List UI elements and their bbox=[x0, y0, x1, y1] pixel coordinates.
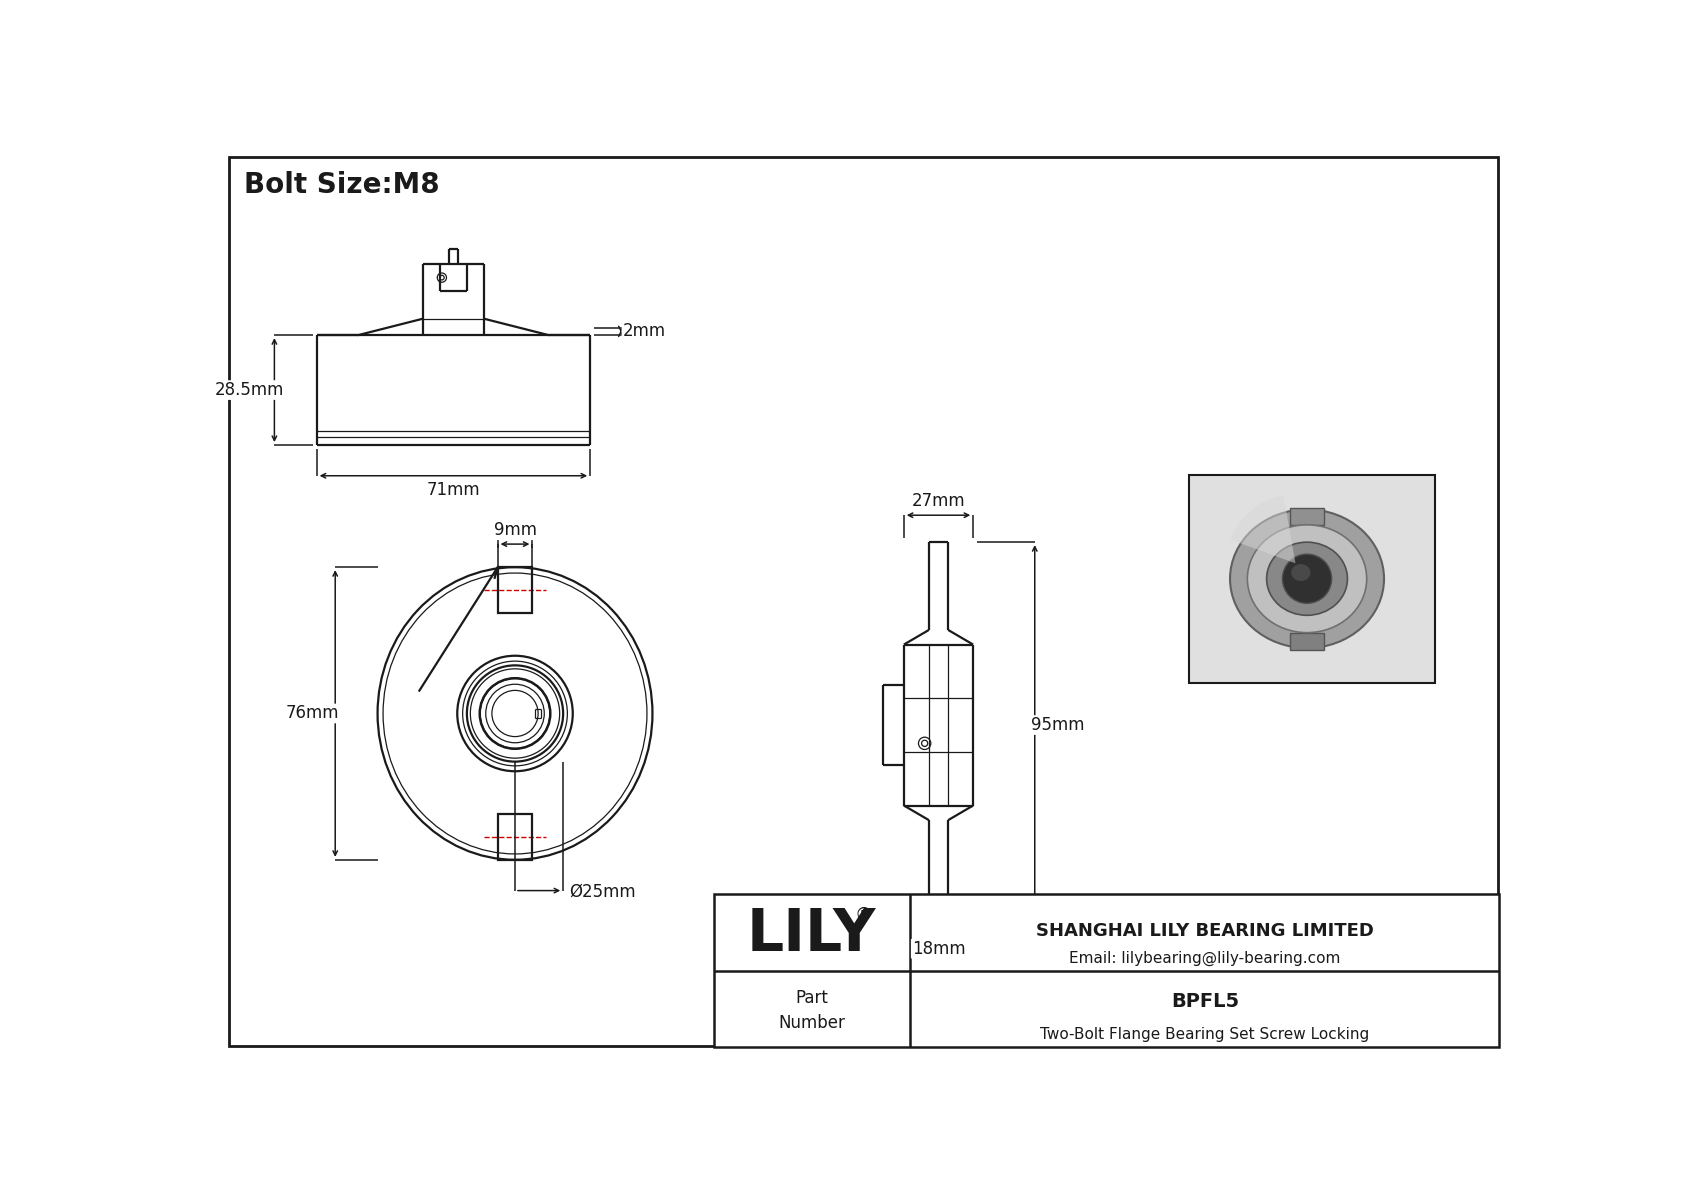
Ellipse shape bbox=[1266, 542, 1347, 616]
Text: 18mm: 18mm bbox=[911, 940, 965, 958]
Text: BPFL5: BPFL5 bbox=[1170, 992, 1239, 1011]
Bar bbox=[714, 894, 1499, 1047]
Text: 76mm: 76mm bbox=[285, 705, 338, 723]
Text: 2mm: 2mm bbox=[623, 323, 665, 341]
Text: Part
Number: Part Number bbox=[778, 989, 845, 1031]
Text: Email: lilybearing@lily-bearing.com: Email: lilybearing@lily-bearing.com bbox=[1069, 950, 1340, 966]
Text: 27mm: 27mm bbox=[911, 492, 965, 511]
Bar bbox=[1189, 475, 1435, 682]
Bar bbox=[1290, 507, 1324, 525]
Text: Bolt Size:M8: Bolt Size:M8 bbox=[244, 170, 440, 199]
Text: LILY: LILY bbox=[746, 905, 876, 962]
Text: SHANGHAI LILY BEARING LIMITED: SHANGHAI LILY BEARING LIMITED bbox=[1036, 922, 1374, 940]
Text: Two-Bolt Flange Bearing Set Screw Locking: Two-Bolt Flange Bearing Set Screw Lockin… bbox=[1041, 1027, 1369, 1042]
Bar bbox=[498, 813, 532, 860]
Wedge shape bbox=[1231, 495, 1295, 563]
Text: 71mm: 71mm bbox=[426, 481, 480, 499]
Bar bbox=[1290, 632, 1324, 649]
Bar bbox=[498, 567, 532, 613]
Text: Ø25mm: Ø25mm bbox=[569, 884, 637, 902]
Ellipse shape bbox=[1248, 525, 1367, 632]
Ellipse shape bbox=[1292, 565, 1310, 581]
Ellipse shape bbox=[1229, 510, 1384, 648]
Text: 9mm: 9mm bbox=[493, 522, 537, 540]
Circle shape bbox=[1283, 554, 1332, 604]
Text: ®: ® bbox=[855, 905, 872, 923]
Text: 95mm: 95mm bbox=[1031, 716, 1084, 734]
Text: 28.5mm: 28.5mm bbox=[216, 381, 285, 399]
